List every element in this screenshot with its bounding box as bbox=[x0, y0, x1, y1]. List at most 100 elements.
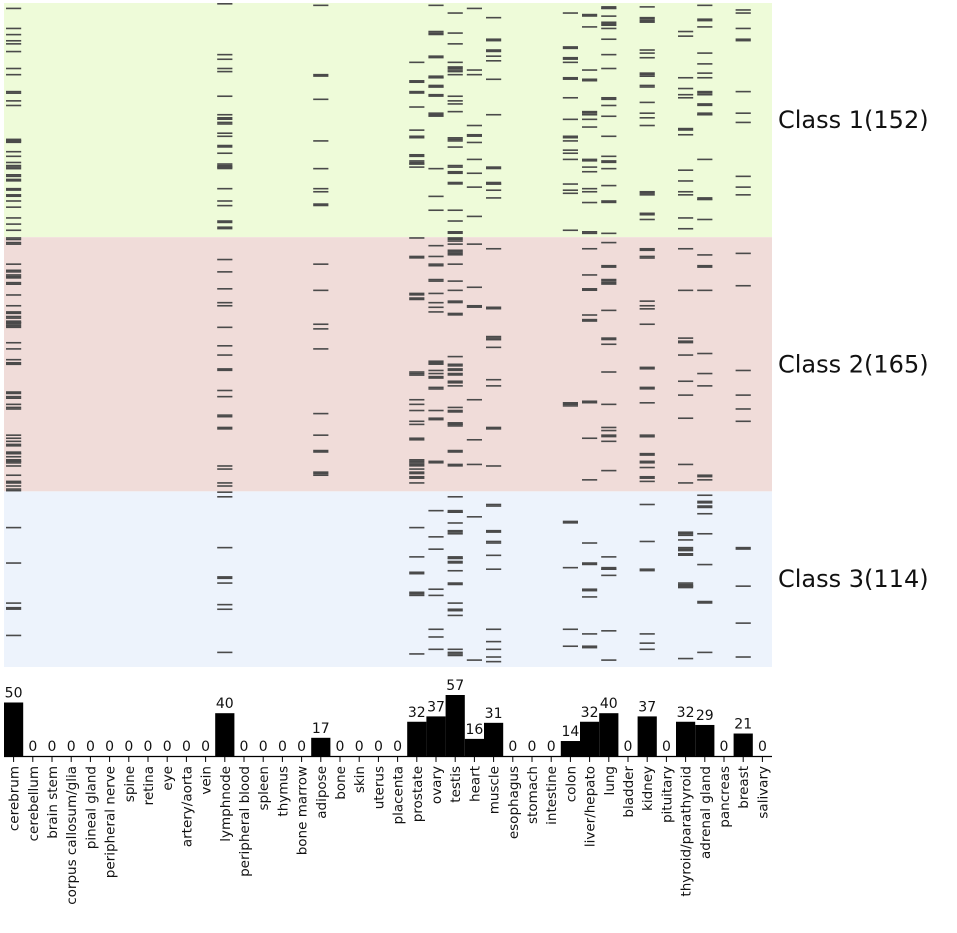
bar-value-label: 0 bbox=[67, 739, 76, 755]
heatmap-mark bbox=[313, 73, 329, 77]
heatmap-mark bbox=[428, 388, 444, 390]
heatmap-mark bbox=[697, 494, 713, 497]
heatmap-mark bbox=[562, 189, 578, 192]
heatmap-mark bbox=[601, 53, 617, 56]
heatmap-mark bbox=[6, 167, 22, 170]
heatmap-mark bbox=[447, 231, 463, 235]
heatmap-mark bbox=[639, 466, 655, 469]
x-tick-label: muscle bbox=[487, 766, 503, 814]
heatmap-mark bbox=[217, 608, 233, 611]
heatmap-mark bbox=[6, 263, 22, 265]
x-tick-label: thymus bbox=[275, 766, 291, 817]
heatmap-mark bbox=[6, 459, 22, 463]
heatmap-mark bbox=[639, 257, 655, 259]
x-tick-label: retina bbox=[141, 766, 157, 805]
heatmap-mark bbox=[409, 135, 425, 139]
heatmap-mark bbox=[601, 278, 617, 282]
heatmap-mark bbox=[639, 648, 655, 651]
heatmap-mark bbox=[486, 465, 502, 467]
heatmap-mark bbox=[313, 140, 329, 142]
heatmap-mark bbox=[601, 27, 617, 30]
heatmap-mark bbox=[582, 274, 598, 276]
heatmap-mark bbox=[217, 135, 233, 138]
heatmap-mark bbox=[466, 141, 482, 144]
heatmap-mark bbox=[601, 440, 617, 443]
heatmap-mark bbox=[697, 600, 713, 604]
heatmap-mark bbox=[697, 512, 713, 515]
heatmap-mark bbox=[217, 651, 233, 654]
heatmap-mark bbox=[466, 286, 482, 289]
heatmap-mark bbox=[601, 241, 617, 244]
heatmap-mark bbox=[313, 348, 329, 350]
heatmap-mark bbox=[678, 217, 694, 219]
bar-value-label: 40 bbox=[216, 696, 234, 712]
heatmap-mark bbox=[6, 33, 22, 36]
heatmap-mark bbox=[6, 271, 22, 273]
heatmap-mark bbox=[697, 197, 713, 201]
heatmap-mark bbox=[639, 475, 655, 479]
heatmap-mark bbox=[217, 271, 233, 273]
heatmap-mark bbox=[409, 161, 425, 165]
heatmap-mark bbox=[466, 215, 482, 218]
heatmap-mark bbox=[582, 318, 598, 322]
heatmap-mark bbox=[697, 90, 713, 94]
heatmap-mark bbox=[428, 594, 444, 597]
heatmap-mark bbox=[697, 18, 713, 22]
x-tick-label: brain stem bbox=[45, 766, 61, 839]
heatmap-mark bbox=[6, 237, 22, 239]
heatmap-mark bbox=[639, 480, 655, 483]
heatmap-mark bbox=[447, 263, 463, 265]
heatmap-mark bbox=[582, 166, 598, 168]
heatmap-mark bbox=[582, 113, 598, 116]
heatmap-mark bbox=[409, 471, 425, 475]
heatmap-mark bbox=[582, 288, 598, 292]
heatmap-mark bbox=[639, 6, 655, 8]
heatmap-mark bbox=[582, 645, 598, 649]
heatmap-mark bbox=[562, 405, 578, 407]
heatmap-mark bbox=[601, 15, 617, 17]
heatmap-mark bbox=[678, 539, 694, 541]
bar-value-label: 0 bbox=[758, 739, 767, 755]
heatmap-mark bbox=[409, 297, 425, 301]
heatmap-mark bbox=[409, 163, 425, 165]
heatmap-mark bbox=[582, 13, 598, 17]
heatmap-mark bbox=[217, 200, 233, 202]
heatmap-mark bbox=[409, 292, 425, 296]
heatmap-mark bbox=[6, 275, 22, 279]
heatmap-mark bbox=[735, 546, 751, 550]
heatmap-mark bbox=[447, 363, 463, 366]
heatmap-mark bbox=[6, 166, 22, 168]
bar-ovary bbox=[426, 716, 446, 756]
heatmap-mark bbox=[6, 320, 22, 324]
heatmap-mark bbox=[678, 657, 694, 660]
heatmap-mark bbox=[217, 389, 233, 392]
heatmap-mark bbox=[217, 582, 233, 584]
heatmap-mark bbox=[6, 73, 22, 76]
bar-cerebrum bbox=[4, 702, 24, 756]
heatmap-mark bbox=[428, 409, 444, 412]
heatmap-mark bbox=[678, 552, 694, 556]
heatmap-mark bbox=[428, 375, 444, 379]
heatmap-mark bbox=[6, 217, 22, 219]
heatmap-mark bbox=[601, 566, 617, 570]
bar-value-label: 21 bbox=[734, 717, 752, 733]
heatmap-mark bbox=[447, 654, 463, 657]
heatmap-mark bbox=[601, 115, 617, 118]
heatmap-marks bbox=[6, 3, 751, 663]
heatmap-mark bbox=[582, 247, 598, 250]
bar-lung bbox=[599, 713, 619, 756]
heatmap-mark bbox=[6, 437, 22, 440]
x-tick-label: salivary bbox=[755, 766, 771, 819]
heatmap-mark bbox=[562, 229, 578, 232]
heatmap-mark bbox=[217, 67, 233, 70]
bar-value-label: 37 bbox=[638, 699, 656, 715]
bar-thyroid-parathyroid bbox=[676, 721, 696, 756]
heatmap-mark bbox=[601, 23, 617, 27]
heatmap-mark bbox=[217, 495, 233, 498]
heatmap-mark bbox=[582, 633, 598, 635]
class-label-1: Class 1(152) bbox=[778, 106, 929, 134]
heatmap-mark bbox=[678, 127, 694, 131]
heatmap-mark bbox=[447, 522, 463, 524]
heatmap-mark bbox=[6, 283, 22, 285]
